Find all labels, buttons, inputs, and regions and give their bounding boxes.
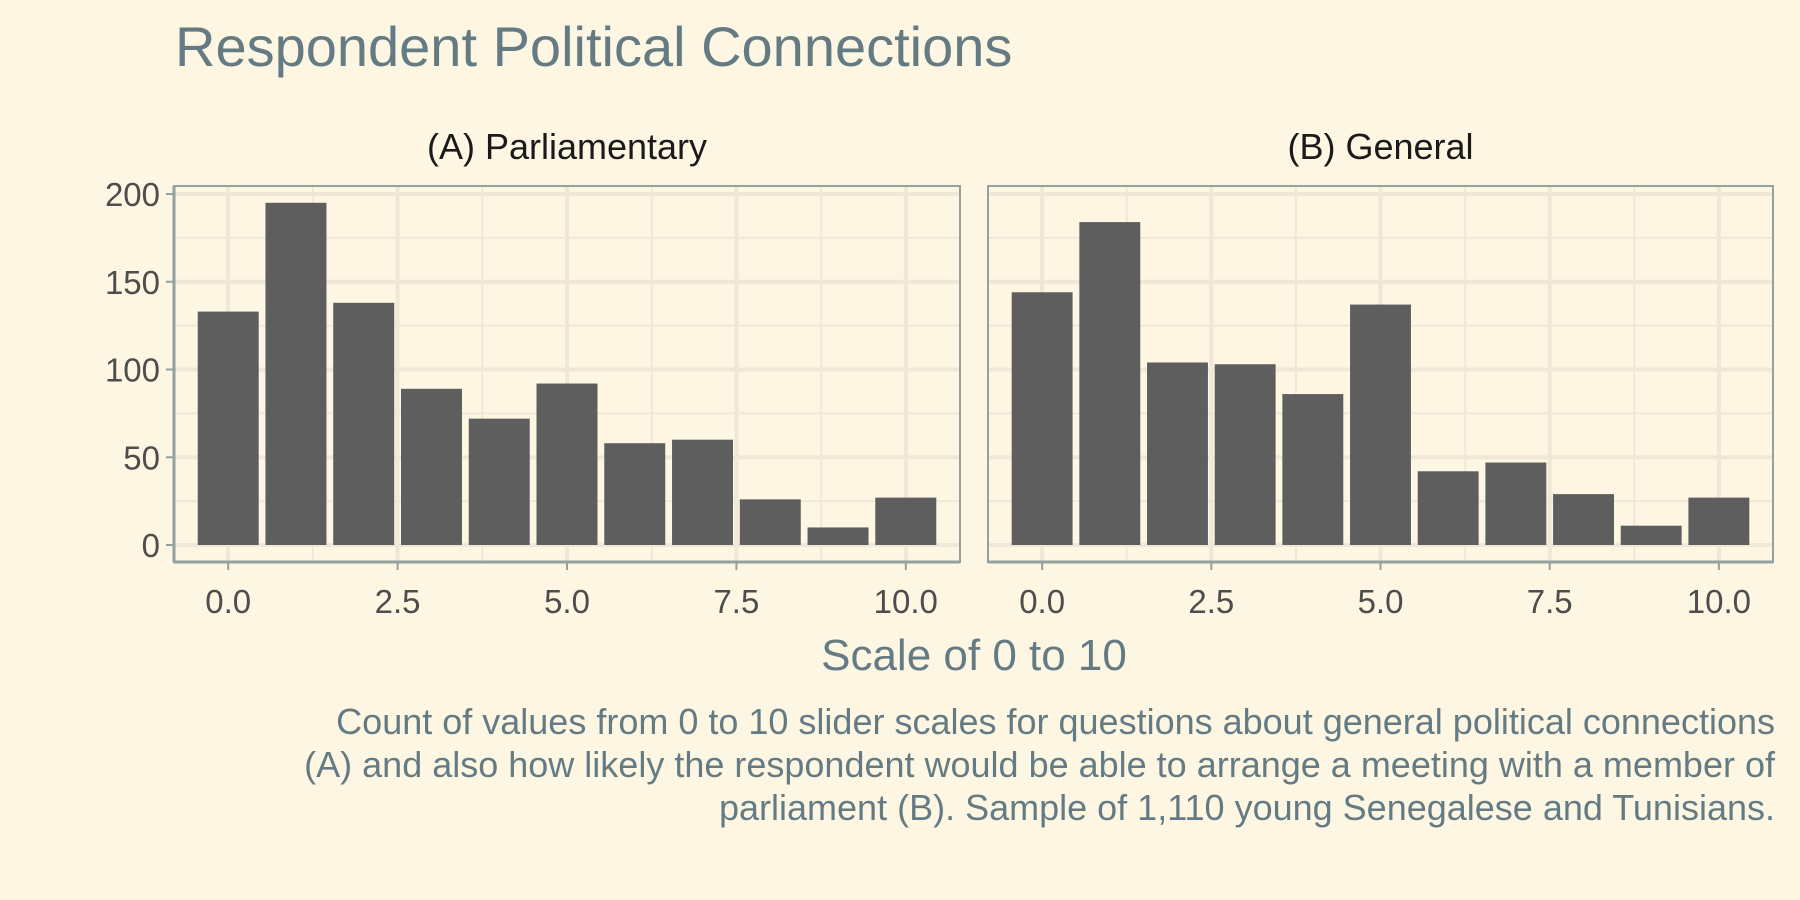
bar bbox=[1079, 222, 1141, 545]
panel-title: (A) Parliamentary bbox=[427, 126, 707, 167]
y-tick-label: 150 bbox=[105, 264, 160, 301]
bar bbox=[807, 527, 869, 545]
bar bbox=[1417, 471, 1479, 545]
x-tick-label: 7.5 bbox=[713, 583, 759, 620]
x-tick-label: 2.5 bbox=[375, 583, 421, 620]
bar bbox=[739, 499, 801, 545]
x-tick-label: 0.0 bbox=[1019, 583, 1065, 620]
bar bbox=[333, 302, 395, 545]
x-tick-label: 10.0 bbox=[1687, 583, 1751, 620]
panel-a: 0.0 2.5 5.0 7.5 10.0 (A) Parliamentary 0 50 100 1… bbox=[105, 126, 961, 620]
x-tick-label: 10.0 bbox=[874, 583, 938, 620]
chart-title: Respondent Political Connections bbox=[175, 15, 1013, 78]
bar bbox=[672, 439, 734, 545]
bar bbox=[1688, 497, 1750, 545]
bar bbox=[1350, 304, 1411, 545]
bar bbox=[536, 383, 598, 545]
y-tick-label: 0 bbox=[142, 527, 160, 564]
panel-title: (B) General bbox=[1287, 126, 1473, 167]
bar bbox=[1485, 462, 1547, 545]
panel-b: 0.0 2.5 5.0 7.5 10.0 (B) General bbox=[987, 126, 1774, 620]
x-tick-label: 5.0 bbox=[1358, 583, 1404, 620]
bar bbox=[1282, 394, 1344, 545]
x-tick-label: 0.0 bbox=[205, 583, 251, 620]
bar bbox=[265, 202, 327, 545]
x-tick-label: 2.5 bbox=[1188, 583, 1234, 620]
bar bbox=[1620, 525, 1682, 545]
y-tick-label: 50 bbox=[123, 439, 160, 476]
bar bbox=[875, 497, 937, 545]
y-tick-label: 100 bbox=[105, 352, 160, 389]
bar bbox=[1214, 364, 1276, 545]
bar bbox=[468, 418, 530, 545]
bar bbox=[604, 443, 666, 545]
x-axis-title: Scale of 0 to 10 bbox=[821, 631, 1127, 680]
bar bbox=[400, 388, 462, 545]
bar bbox=[197, 311, 259, 545]
bar bbox=[1011, 292, 1073, 545]
x-tick-label: 5.0 bbox=[544, 583, 590, 620]
bar bbox=[1553, 494, 1614, 545]
x-tick-label: 7.5 bbox=[1527, 583, 1573, 620]
chart-caption: Count of values from 0 to 10 slider scal… bbox=[304, 701, 1775, 828]
bar bbox=[1147, 362, 1208, 545]
y-tick-label: 200 bbox=[105, 176, 160, 213]
